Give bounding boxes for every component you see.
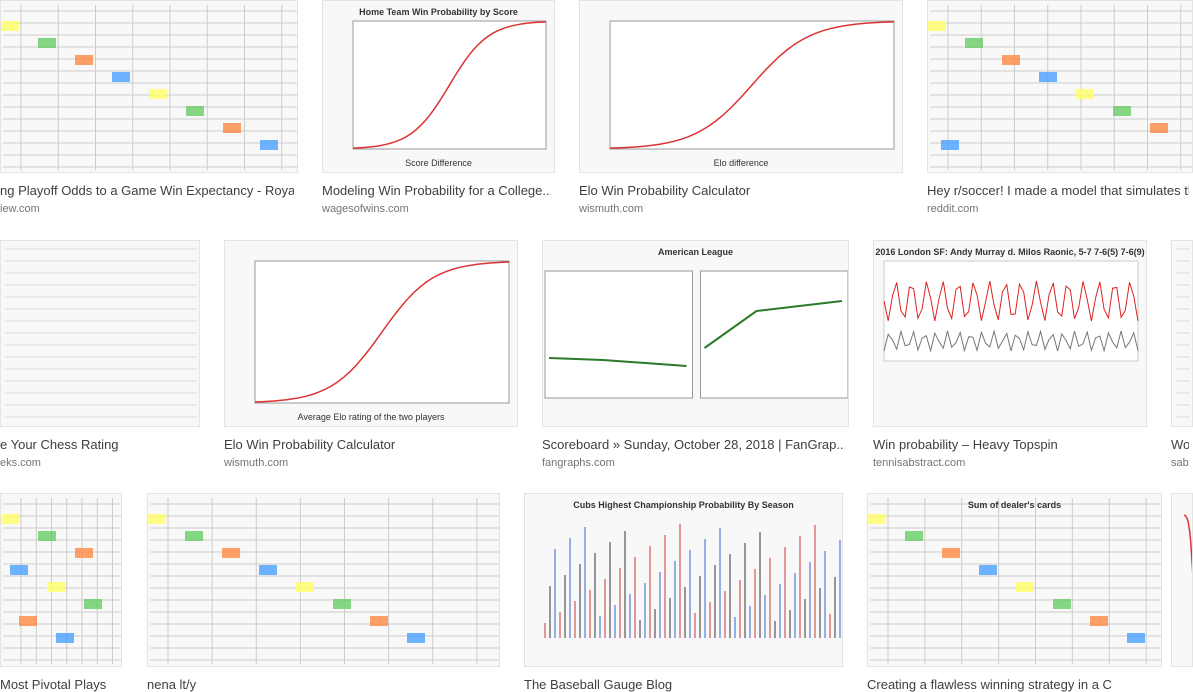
thumbnail-art <box>352 20 547 150</box>
thumbnail[interactable]: American League <box>542 240 849 427</box>
thumbnail-art <box>5 248 197 418</box>
result-source[interactable]: wismuth.com <box>579 203 644 215</box>
result-caption[interactable]: Wor <box>1171 437 1189 452</box>
result-caption[interactable]: nena lt/y <box>147 677 197 692</box>
thumbnail-title: 2016 London SF: Andy Murray d. Milos Rao… <box>875 247 1145 257</box>
result-caption[interactable]: Hey r/soccer! I made a model that simula… <box>927 183 1189 198</box>
thumbnail[interactable] <box>147 493 500 667</box>
thumbnail-art <box>868 498 1161 664</box>
result-caption[interactable]: Most Pivotal Plays <box>0 677 107 692</box>
thumbnail-axis-label: Score Difference <box>405 158 472 168</box>
result-source[interactable]: wagesofwins.com <box>322 203 409 215</box>
result-caption[interactable]: Modeling Win Probability for a College..… <box>322 183 551 198</box>
thumbnail[interactable]: Sum of dealer's cards <box>867 493 1162 667</box>
thumbnail-art <box>1 498 121 664</box>
thumbnail-title: Sum of dealer's cards <box>967 500 1062 510</box>
thumbnail-title: American League <box>657 247 734 257</box>
thumbnail[interactable]: Elo difference <box>579 0 903 173</box>
result-caption[interactable]: Creating a flawless winning strategy in … <box>867 677 1112 692</box>
thumbnail[interactable]: Average Elo rating of the two players <box>224 240 518 427</box>
thumbnail[interactable] <box>1171 493 1193 667</box>
thumbnail[interactable] <box>0 493 122 667</box>
result-caption[interactable]: e Your Chess Rating <box>0 437 119 452</box>
thumbnail-title: Home Team Win Probability by Score <box>359 7 518 17</box>
thumbnail[interactable] <box>927 0 1193 173</box>
thumbnail-art <box>544 524 841 638</box>
result-caption[interactable]: Elo Win Probability Calculator <box>224 437 396 452</box>
thumbnail-art <box>148 498 499 664</box>
result-source[interactable]: wismuth.com <box>224 457 289 469</box>
thumbnail[interactable]: Home Team Win Probability by Score Score … <box>322 0 555 173</box>
thumbnail[interactable] <box>1171 240 1193 427</box>
thumbnail[interactable] <box>0 0 298 173</box>
result-source[interactable]: reddit.com <box>927 203 979 215</box>
result-caption[interactable]: Win probability – Heavy Topspin <box>873 437 1058 452</box>
result-source[interactable]: tennisabstract.com <box>873 457 966 469</box>
result-caption[interactable]: ng Playoff Odds to a Game Win Expectancy… <box>0 183 294 198</box>
thumbnail[interactable] <box>0 240 200 427</box>
thumbnail-art <box>609 20 895 150</box>
result-source[interactable]: iew.com <box>0 203 40 215</box>
thumbnail-art <box>1176 248 1190 418</box>
result-caption[interactable]: The Baseball Gauge Blog <box>524 677 673 692</box>
thumbnail[interactable]: Cubs Highest Championship Probability By… <box>524 493 843 667</box>
thumbnail-art <box>1183 514 1192 574</box>
thumbnail-art <box>1 5 297 170</box>
thumbnail-art <box>544 270 848 399</box>
thumbnail-axis-label: Elo difference <box>713 158 769 168</box>
thumbnail-art <box>254 260 510 404</box>
result-caption[interactable]: Scoreboard » Sunday, October 28, 2018 | … <box>542 437 845 452</box>
thumbnail-art <box>883 260 1139 362</box>
result-source[interactable]: eks.com <box>0 457 41 469</box>
result-source[interactable]: sabr <box>1171 457 1189 469</box>
result-source[interactable]: fangraphs.com <box>542 457 615 469</box>
result-caption[interactable]: Elo Win Probability Calculator <box>579 183 751 198</box>
thumbnail[interactable]: 2016 London SF: Andy Murray d. Milos Rao… <box>873 240 1147 427</box>
thumbnail-title: Cubs Highest Championship Probability By… <box>573 500 794 510</box>
thumbnail-art <box>928 5 1192 170</box>
thumbnail-axis-label: Average Elo rating of the two players <box>297 412 445 422</box>
